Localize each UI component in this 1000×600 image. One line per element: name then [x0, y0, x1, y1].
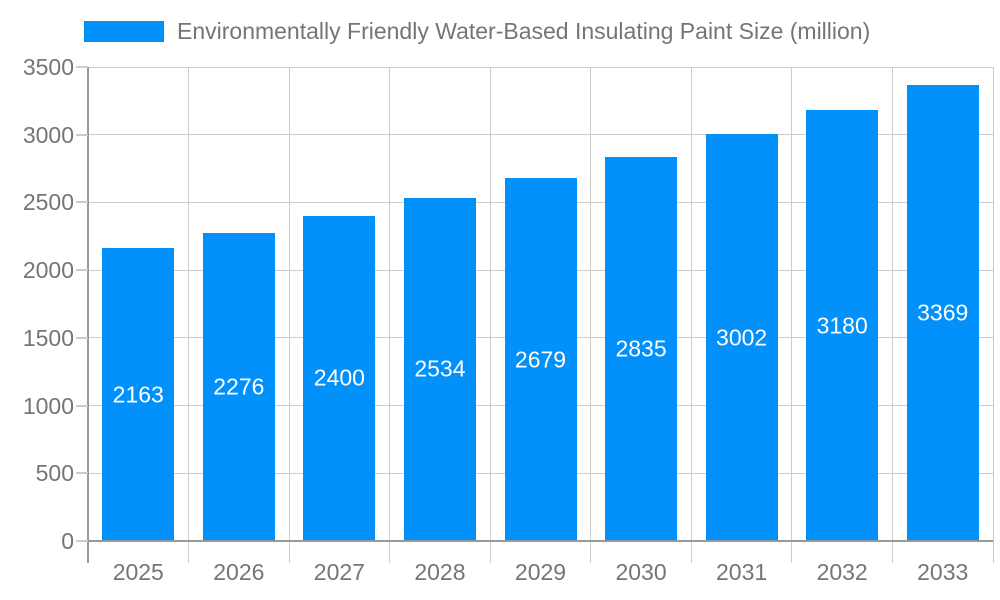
bar-value-label: 2276 — [213, 373, 265, 400]
y-tick-label: 1000 — [22, 392, 74, 419]
gridline-v — [489, 67, 491, 563]
bar-value-label: 3369 — [917, 299, 969, 326]
bar-value-label: 2679 — [514, 346, 567, 373]
x-tick-label: 2029 — [514, 559, 567, 585]
x-tick-label: 2028 — [414, 559, 466, 585]
y-tick-label: 1500 — [22, 324, 74, 351]
gridline-v — [590, 67, 592, 563]
y-tick-label: 0 — [61, 528, 74, 554]
gridline-v — [389, 67, 391, 563]
bar-2027[interactable]: 2400 — [303, 215, 376, 541]
y-tick-label: 2000 — [22, 257, 74, 284]
y-tick-mark — [76, 269, 88, 272]
bar-value-label: 3002 — [716, 324, 768, 351]
bar-2025[interactable]: 2163 — [102, 248, 175, 541]
bar-value-label: 2400 — [313, 364, 365, 391]
bar-value-label: 2835 — [615, 335, 667, 362]
y-tick-label: 2500 — [22, 189, 74, 216]
y-tick-mark — [76, 201, 88, 204]
y-tick-mark — [76, 336, 88, 339]
y-tick-label: 500 — [35, 460, 74, 487]
gridline-v — [992, 67, 994, 563]
bar-value-label: 2163 — [112, 381, 164, 408]
y-tick-label: 3500 — [22, 54, 74, 80]
x-tick-label: 2025 — [112, 559, 164, 585]
x-tick-label: 2026 — [213, 559, 265, 585]
bar-2033[interactable]: 3369 — [906, 84, 979, 541]
legend-swatch — [84, 20, 164, 42]
gridline-v — [690, 67, 692, 563]
bar-value-label: 3180 — [816, 312, 868, 339]
bar-2031[interactable]: 3002 — [705, 134, 778, 541]
x-axis-line — [88, 540, 993, 542]
legend[interactable]: Environmentally Friendly Water-Based Ins… — [84, 17, 870, 45]
x-tick-label: 2030 — [615, 559, 667, 585]
bar-2029[interactable]: 2679 — [504, 178, 577, 541]
bar-value-label: 2534 — [414, 355, 466, 382]
legend-label: Environmentally Friendly Water-Based Ins… — [177, 17, 871, 44]
gridline-h — [88, 66, 993, 68]
y-tick-mark — [76, 540, 88, 542]
gridline-v — [188, 67, 190, 563]
plot-area: 2163 2276 2400 2534 2679 2835 3002 3180 3369 — [87, 66, 994, 563]
bar-2028[interactable]: 2534 — [403, 197, 476, 541]
bar-2026[interactable]: 2276 — [202, 232, 275, 541]
x-tick-label: 2031 — [716, 559, 768, 585]
y-tick-mark — [76, 133, 88, 136]
gridline-v — [288, 67, 290, 563]
y-tick-mark — [76, 66, 88, 68]
y-tick-label: 3000 — [22, 121, 74, 148]
gridline-v — [891, 67, 893, 563]
y-axis-line — [87, 67, 89, 563]
gridline-v — [791, 67, 793, 563]
x-tick-label: 2032 — [816, 559, 868, 585]
y-tick-mark — [76, 404, 88, 407]
bar-2030[interactable]: 2835 — [605, 157, 678, 541]
bar-2032[interactable]: 3180 — [806, 110, 879, 541]
gridline-h — [88, 134, 993, 136]
x-tick-label: 2027 — [313, 559, 365, 585]
x-tick-label: 2033 — [917, 559, 969, 585]
y-tick-mark — [76, 472, 88, 475]
